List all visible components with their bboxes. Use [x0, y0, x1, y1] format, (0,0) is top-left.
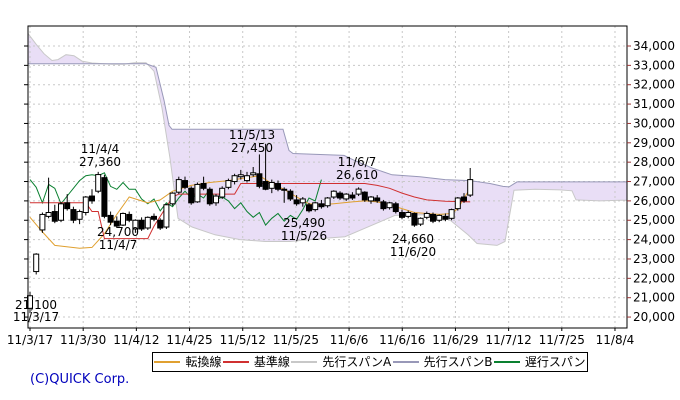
svg-text:11/5/12: 11/5/12	[220, 333, 266, 347]
y-axis-labels: 34,000 33,000 32,000 31,000 30,000 29,000 28,0…	[633, 39, 675, 324]
legend-item: 転換線	[154, 356, 221, 368]
legend-label: 先行スパンB	[423, 355, 493, 369]
legend-item: 先行スパンA	[291, 356, 391, 368]
svg-text:31,000: 31,000	[633, 97, 675, 111]
svg-text:26,000: 26,000	[633, 194, 675, 208]
svg-text:30,000: 30,000	[633, 116, 675, 130]
svg-text:11/4/12: 11/4/12	[113, 333, 159, 347]
svg-text:11/3/30: 11/3/30	[60, 333, 106, 347]
svg-text:24,700: 24,700	[97, 225, 139, 239]
svg-text:11/6/16: 11/6/16	[379, 333, 425, 347]
legend-label: 転換線	[185, 355, 222, 369]
legend: 転換線 基準線 先行スパンA 先行スパンB 遅行スパン	[152, 352, 588, 372]
candlesticks	[27, 143, 474, 314]
legend-label: 遅行スパン	[524, 355, 586, 369]
svg-text:27,450: 27,450	[231, 141, 273, 155]
svg-text:11/6/29: 11/6/29	[432, 333, 478, 347]
svg-text:25,000: 25,000	[633, 213, 675, 227]
svg-text:11/7/25: 11/7/25	[539, 333, 585, 347]
senkou-span-a-line	[27, 33, 627, 246]
axes	[24, 25, 631, 331]
svg-text:11/4/4: 11/4/4	[81, 142, 120, 156]
svg-text:23,000: 23,000	[633, 252, 675, 266]
svg-text:11/7/12: 11/7/12	[485, 333, 531, 347]
svg-text:27,000: 27,000	[633, 175, 675, 189]
legend-line-swatch	[222, 361, 249, 363]
kijun-line	[30, 183, 471, 240]
svg-text:29,000: 29,000	[633, 136, 675, 150]
legend-item: 基準線	[222, 355, 290, 369]
svg-text:21,000: 21,000	[633, 291, 675, 305]
svg-text:25,490: 25,490	[283, 216, 325, 230]
legend-line-swatch	[154, 361, 181, 363]
svg-text:24,000: 24,000	[633, 233, 675, 247]
legend-label: 先行スパンA	[322, 355, 392, 369]
svg-text:24,660: 24,660	[392, 232, 434, 246]
svg-text:11/5/25: 11/5/25	[273, 333, 319, 347]
svg-text:33,000: 33,000	[633, 58, 675, 72]
svg-text:22,000: 22,000	[633, 271, 675, 285]
legend-line-swatch	[291, 361, 318, 363]
legend-line-swatch	[493, 361, 520, 363]
svg-text:21,100: 21,100	[15, 298, 57, 312]
svg-text:28,000: 28,000	[633, 155, 675, 169]
svg-text:11/8/4: 11/8/4	[596, 333, 635, 347]
svg-text:11/5/26: 11/5/26	[281, 229, 327, 243]
svg-text:34,000: 34,000	[633, 39, 675, 53]
svg-text:27,360: 27,360	[79, 155, 121, 169]
svg-text:11/6/7: 11/6/7	[338, 155, 377, 169]
svg-text:11/4/7: 11/4/7	[99, 238, 138, 252]
svg-text:11/4/25: 11/4/25	[166, 333, 212, 347]
copyright-text: (C)QUICK Corp.	[30, 372, 130, 387]
svg-text:32,000: 32,000	[633, 78, 675, 92]
senkou-span-b-line	[28, 63, 627, 188]
legend-label: 基準線	[253, 355, 290, 369]
svg-text:20,000: 20,000	[633, 310, 675, 324]
x-axis-labels: 11/3/17 11/3/30 11/4/12 11/4/25 11/5/12 11/5/…	[7, 333, 634, 347]
svg-text:11/6/6: 11/6/6	[330, 333, 369, 347]
svg-text:11/3/17: 11/3/17	[13, 310, 59, 324]
chikou-line	[29, 172, 322, 226]
legend-line-swatch	[392, 361, 419, 363]
svg-text:11/5/13: 11/5/13	[229, 128, 275, 142]
svg-text:11/6/20: 11/6/20	[390, 245, 436, 259]
legend-item: 先行スパンB	[392, 355, 493, 369]
svg-text:26,610: 26,610	[336, 168, 378, 182]
legend-item: 遅行スパン	[493, 355, 586, 369]
svg-text:11/3/17: 11/3/17	[7, 333, 53, 347]
